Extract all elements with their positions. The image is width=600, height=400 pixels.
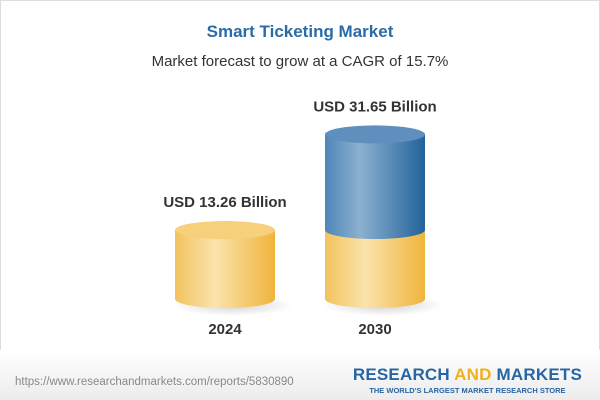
chart-title: Smart Ticketing Market	[206, 22, 394, 41]
bar-base-1-body	[325, 230, 425, 308]
logo-text-markets: MARKETS	[491, 365, 582, 384]
bar-growth-1-top	[325, 125, 425, 144]
source-url[interactable]: https://www.researchandmarkets.com/repor…	[15, 376, 294, 388]
research-and-markets-logo: RESEARCH AND MARKETS THE WORLD'S LARGEST…	[353, 365, 582, 395]
bar-growth-1-body	[325, 134, 425, 240]
data-label: USD 31.65 Billion	[313, 98, 436, 115]
footer	[0, 350, 600, 400]
chart-area: USD 13.26 Billion 2024 USD 31.65 Billion 20…	[163, 98, 443, 338]
category-label: 2030	[358, 321, 391, 338]
chart-subtitle: Market forecast to grow at a CAGR of 15.…	[151, 53, 449, 70]
bar-base-0-top	[175, 221, 275, 240]
category-label: 2024	[208, 321, 242, 338]
logo-tagline: THE WORLD'S LARGEST MARKET RESEARCH STOR…	[369, 386, 566, 395]
bar-base-0-body	[175, 230, 275, 308]
logo-text-and: AND	[454, 365, 492, 384]
data-label: USD 13.26 Billion	[163, 194, 286, 211]
logo-text: RESEARCH	[352, 365, 455, 384]
